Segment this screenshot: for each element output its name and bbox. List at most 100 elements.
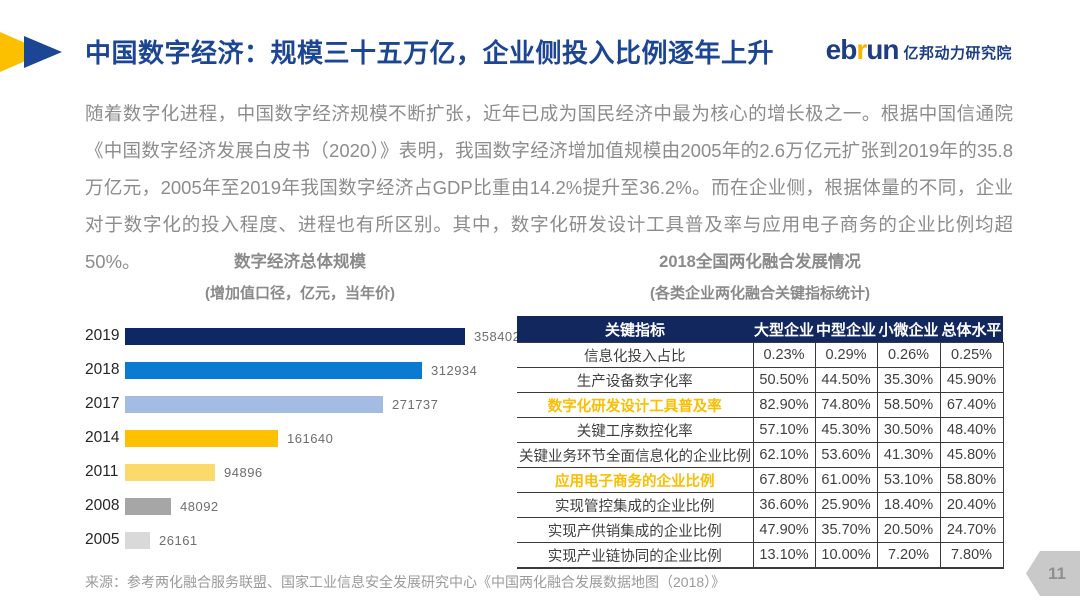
table-row: 实现产供销集成的企业比例 47.90% 35.70% 20.50% 24.70% xyxy=(517,517,1004,543)
logo-text-accent: r xyxy=(856,34,867,65)
bar-value-label: 26161 xyxy=(159,532,198,548)
table-cell-value: 50.50% xyxy=(752,367,815,393)
table-row: 数字化研发设计工具普及率 82.90% 74.80% 58.50% 67.40% xyxy=(517,392,1004,418)
bar-chart-rows: 2019 358402 2018 312934 2017 271737 2014 161640… xyxy=(85,319,520,557)
bar-row: 2017 271737 xyxy=(85,387,515,421)
bar xyxy=(125,327,465,345)
table-cell-value: 74.80% xyxy=(814,392,877,418)
bar-year-label: 2018 xyxy=(85,361,120,378)
table-cell-value: 7.20% xyxy=(876,542,940,569)
table-cell-value: 0.26% xyxy=(876,342,940,368)
table-row: 应用电子商务的企业比例 67.80% 61.00% 53.10% 58.80% xyxy=(517,467,1004,493)
table-row-label: 信息化投入占比 xyxy=(517,342,753,368)
brand-logo-wordmark: ebrun xyxy=(825,34,900,65)
table-cell-value: 53.10% xyxy=(876,467,940,493)
bar-value-label: 358402 xyxy=(474,328,521,344)
table-header-cell: 关键指标 xyxy=(517,316,753,343)
table-cell-value: 10.00% xyxy=(814,542,877,569)
table-cell-value: 30.50% xyxy=(876,417,940,443)
table-row-label: 数字化研发设计工具普及率 xyxy=(517,392,753,418)
bar-row: 2018 312934 xyxy=(85,353,515,387)
bar-year-label: 2017 xyxy=(85,395,120,412)
table-cell-value: 44.50% xyxy=(814,367,877,393)
table-row-label: 实现管控集成的企业比例 xyxy=(517,492,753,518)
table-cell-value: 35.30% xyxy=(876,367,940,393)
table-row-label: 实现产供销集成的企业比例 xyxy=(517,517,753,543)
bar xyxy=(125,429,278,447)
table-row: 关键业务环节全面信息化的企业比例 62.10% 53.60% 41.30% 45.80% xyxy=(517,442,1004,468)
table-row-label: 关键业务环节全面信息化的企业比例 xyxy=(517,442,753,468)
table-cell-value: 20.50% xyxy=(876,517,940,543)
table-cell-value: 20.40% xyxy=(939,492,1004,518)
bar-year-label: 2014 xyxy=(85,429,120,446)
table-row: 关键工序数控化率 57.10% 45.30% 30.50% 48.40% xyxy=(517,417,1004,443)
digital-economy-bar-chart: 数字经济总体规模 (增加值口径，亿元，当年价) 2019 358402 2018 31… xyxy=(85,248,520,557)
header-arrow-icon xyxy=(0,30,64,74)
bar-year-label: 2019 xyxy=(85,327,120,344)
table-row: 信息化投入占比 0.23% 0.29% 0.26% 0.25% xyxy=(517,342,1004,368)
table-cell-value: 0.23% xyxy=(752,342,815,368)
source-note: 来源：参考两化融合服务联盟、国家工业信息安全发展研究中心《中国两化融合发展数据地… xyxy=(85,574,726,590)
page-number-badge: 11 xyxy=(1026,551,1080,596)
table-body: 信息化投入占比 0.23% 0.29% 0.26% 0.25% 生产设备数字化率 50.50… xyxy=(517,342,1004,569)
table-cell-value: 0.29% xyxy=(814,342,877,368)
arrow-navy-icon xyxy=(24,36,62,68)
table-cell-value: 0.25% xyxy=(939,342,1004,368)
table-header-cell: 中型企业 xyxy=(815,316,877,343)
table-cell-value: 36.60% xyxy=(752,492,815,518)
table-row: 实现管控集成的企业比例 36.60% 25.90% 18.40% 20.40% xyxy=(517,492,1004,518)
brand-logo: ebrun 亿邦动力研究院 xyxy=(826,36,1012,64)
table-cell-value: 53.60% xyxy=(814,442,877,468)
table-cell-value: 45.30% xyxy=(814,417,877,443)
table-cell-value: 58.50% xyxy=(876,392,940,418)
bar-row: 2019 358402 xyxy=(85,319,520,353)
bar-year-label: 2008 xyxy=(85,497,120,514)
table-cell-value: 47.90% xyxy=(752,517,815,543)
bar-row: 2011 94896 xyxy=(85,455,515,489)
bar-value-label: 271737 xyxy=(392,396,439,412)
table-cell-value: 35.70% xyxy=(814,517,877,543)
brand-logo-cn-label: 亿邦动力研究院 xyxy=(903,44,1012,62)
page-title: 中国数字经济：规模三十五万亿，企业侧投入比例逐年上升 xyxy=(85,38,775,68)
table-row: 实现产业链协同的企业比例 13.10% 10.00% 7.20% 7.80% xyxy=(517,542,1004,569)
table-title: 2018全国两化融合发展情况 xyxy=(659,253,861,271)
table-header-cell: 小微企业 xyxy=(877,316,940,343)
table-cell-value: 45.80% xyxy=(939,442,1004,468)
table-cell-value: 62.10% xyxy=(752,442,815,468)
table-row-label: 关键工序数控化率 xyxy=(517,417,753,443)
table-cell-value: 41.30% xyxy=(876,442,940,468)
bar-value-label: 161640 xyxy=(287,430,334,446)
bar xyxy=(125,395,383,413)
table-cell-value: 25.90% xyxy=(814,492,877,518)
table-cell-value: 7.80% xyxy=(939,542,1004,569)
table-cell-value: 13.10% xyxy=(752,542,815,569)
bar xyxy=(125,531,150,549)
table-row: 生产设备数字化率 50.50% 44.50% 35.30% 45.90% xyxy=(517,367,1004,393)
bar xyxy=(125,361,422,379)
table-cell-value: 45.90% xyxy=(939,367,1004,393)
table-row-label: 生产设备数字化率 xyxy=(517,367,753,393)
table-subtitle: (各类企业两化融合关键指标统计) xyxy=(650,285,870,302)
table-cell-value: 61.00% xyxy=(814,467,877,493)
logo-text-right: un xyxy=(866,34,899,65)
chart-title: 数字经济总体规模 xyxy=(234,253,366,271)
intro-paragraph: 随着数字化进程，中国数字经济规模不断扩张，近年已成为国民经济中最为核心的增长极之… xyxy=(85,103,1013,272)
bar-year-label: 2005 xyxy=(85,531,120,548)
chart-subtitle: (增加值口径，亿元，当年价) xyxy=(205,285,395,302)
table-header-cell: 大型企业 xyxy=(753,316,815,343)
bar-row: 2014 161640 xyxy=(85,421,515,455)
kpi-table: 关键指标 大型企业 中型企业 小微企业 总体水平 信息化投入占比 0.23% 0.29% 0.… xyxy=(517,316,1004,569)
table-cell-value: 67.40% xyxy=(939,392,1004,418)
table-header-cell: 总体水平 xyxy=(940,316,1003,343)
table-cell-value: 82.90% xyxy=(752,392,815,418)
logo-text-left: eb xyxy=(825,34,858,65)
page-number: 11 xyxy=(1048,563,1066,583)
table-header-row: 关键指标 大型企业 中型企业 小微企业 总体水平 xyxy=(517,316,1003,343)
table-cell-value: 67.80% xyxy=(752,467,815,493)
bar-value-label: 312934 xyxy=(431,362,478,378)
table-cell-value: 48.40% xyxy=(939,417,1004,443)
table-cell-value: 24.70% xyxy=(939,517,1004,543)
table-cell-value: 57.10% xyxy=(752,417,815,443)
table-cell-value: 58.80% xyxy=(939,467,1004,493)
